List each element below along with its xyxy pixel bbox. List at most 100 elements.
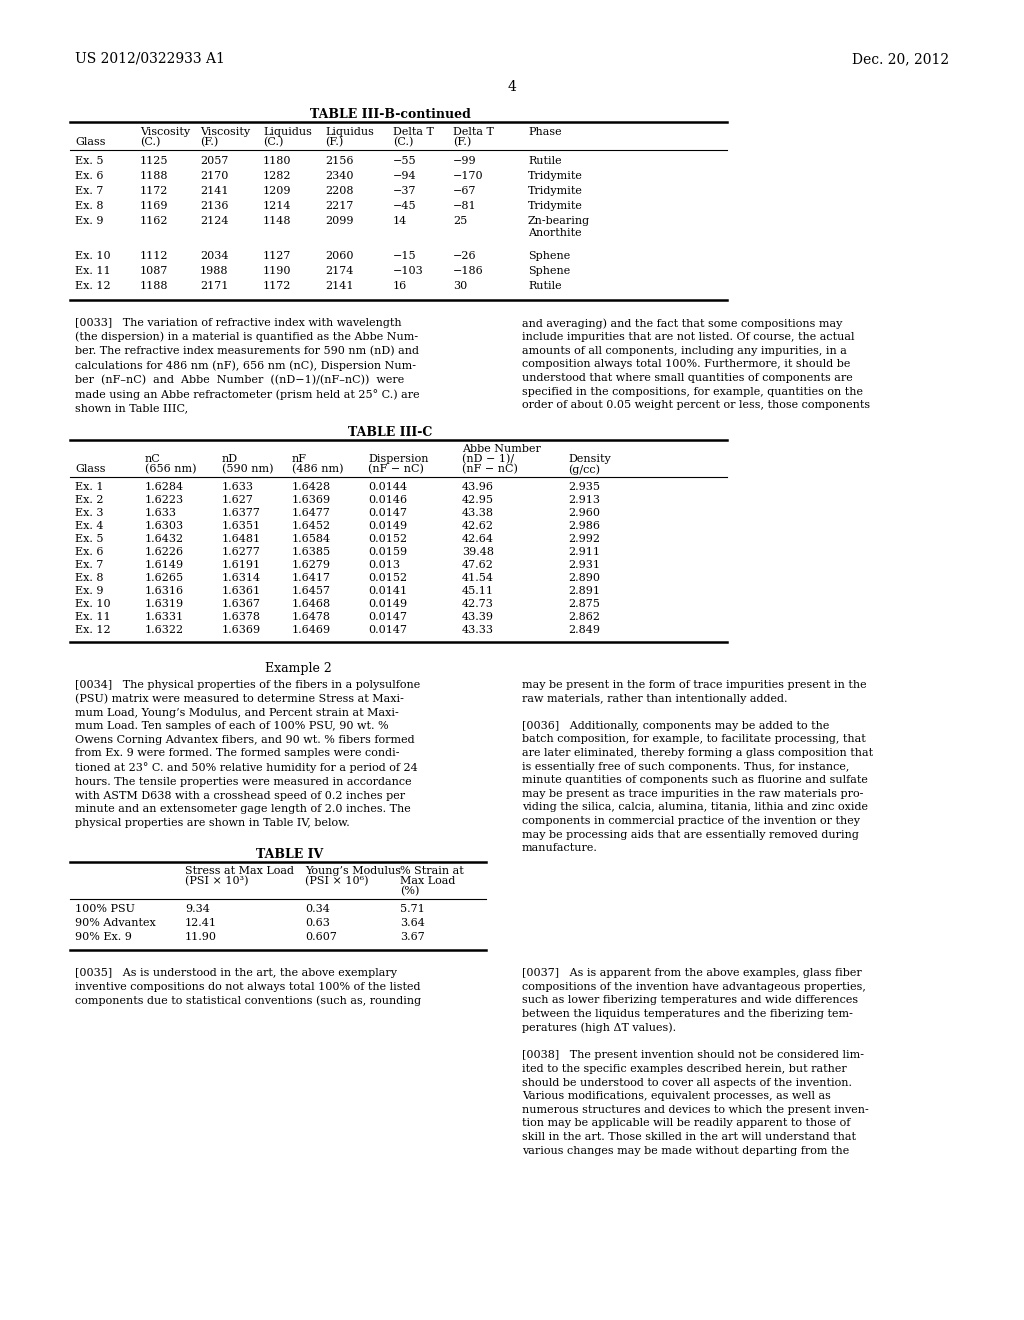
Text: 1.6284: 1.6284 [145,482,184,492]
Text: nD: nD [222,454,239,465]
Text: Rutile: Rutile [528,156,561,166]
Text: 1.6277: 1.6277 [222,546,261,557]
Text: (nF − nC): (nF − nC) [462,465,518,474]
Text: 2208: 2208 [325,186,353,195]
Text: Zn-bearing: Zn-bearing [528,216,590,226]
Text: Ex. 7: Ex. 7 [75,560,103,570]
Text: (nF − nC): (nF − nC) [368,465,424,474]
Text: Ex. 10: Ex. 10 [75,599,111,609]
Text: 47.62: 47.62 [462,560,494,570]
Text: and averaging) and the fact that some compositions may
include impurities that a: and averaging) and the fact that some co… [522,318,870,411]
Text: US 2012/0322933 A1: US 2012/0322933 A1 [75,51,225,66]
Text: Density: Density [568,454,610,465]
Text: nC: nC [145,454,161,465]
Text: 1.6351: 1.6351 [222,521,261,531]
Text: Max Load: Max Load [400,876,456,886]
Text: 42.62: 42.62 [462,521,494,531]
Text: 43.96: 43.96 [462,482,494,492]
Text: Example 2: Example 2 [264,663,332,675]
Text: 1.6378: 1.6378 [222,612,261,622]
Text: 1.6279: 1.6279 [292,560,331,570]
Text: 0.013: 0.013 [368,560,400,570]
Text: 1.6191: 1.6191 [222,560,261,570]
Text: Liquidus: Liquidus [325,127,374,137]
Text: 1172: 1172 [140,186,168,195]
Text: 41.54: 41.54 [462,573,494,583]
Text: Delta T: Delta T [453,127,494,137]
Text: Ex. 5: Ex. 5 [75,535,103,544]
Text: (C.): (C.) [393,137,414,148]
Text: 1.6481: 1.6481 [222,535,261,544]
Text: 2.931: 2.931 [568,560,600,570]
Text: 1.6478: 1.6478 [292,612,331,622]
Text: Sphene: Sphene [528,267,570,276]
Text: 2.986: 2.986 [568,521,600,531]
Text: Viscosity: Viscosity [140,127,190,137]
Text: Dispersion: Dispersion [368,454,428,465]
Text: (PSI × 10⁶): (PSI × 10⁶) [305,876,369,886]
Text: 2060: 2060 [325,251,353,261]
Text: 1.633: 1.633 [145,508,177,517]
Text: Glass: Glass [75,137,105,147]
Text: 3.64: 3.64 [400,917,425,928]
Text: [0035]   As is understood in the art, the above exemplary
inventive compositions: [0035] As is understood in the art, the … [75,968,421,1006]
Text: 0.0147: 0.0147 [368,612,407,622]
Text: Ex. 11: Ex. 11 [75,612,111,622]
Text: Tridymite: Tridymite [528,186,583,195]
Text: 1.6331: 1.6331 [145,612,184,622]
Text: Ex. 2: Ex. 2 [75,495,103,506]
Text: −15: −15 [393,251,417,261]
Text: −170: −170 [453,172,483,181]
Text: 2141: 2141 [325,281,353,290]
Text: 43.38: 43.38 [462,508,494,517]
Text: 2.913: 2.913 [568,495,600,506]
Text: 1.6149: 1.6149 [145,560,184,570]
Text: −55: −55 [393,156,417,166]
Text: 4: 4 [508,81,516,94]
Text: 2.911: 2.911 [568,546,600,557]
Text: 45.11: 45.11 [462,586,494,597]
Text: 1087: 1087 [140,267,168,276]
Text: 0.63: 0.63 [305,917,330,928]
Text: Ex. 6: Ex. 6 [75,546,103,557]
Text: 1.6369: 1.6369 [222,624,261,635]
Text: [0034]   The physical properties of the fibers in a polysulfone
(PSU) matrix wer: [0034] The physical properties of the fi… [75,680,420,828]
Text: (nD − 1)/: (nD − 1)/ [462,454,514,465]
Text: 2057: 2057 [200,156,228,166]
Text: 1.6469: 1.6469 [292,624,331,635]
Text: −67: −67 [453,186,476,195]
Text: 1190: 1190 [263,267,292,276]
Text: 0.0152: 0.0152 [368,573,408,583]
Text: 2.862: 2.862 [568,612,600,622]
Text: (C.): (C.) [140,137,161,148]
Text: 1.6226: 1.6226 [145,546,184,557]
Text: TABLE III-C: TABLE III-C [348,426,432,440]
Text: Glass: Glass [75,465,105,474]
Text: (C.): (C.) [263,137,284,148]
Text: 1.6428: 1.6428 [292,482,331,492]
Text: 1209: 1209 [263,186,292,195]
Text: 2.992: 2.992 [568,535,600,544]
Text: 2136: 2136 [200,201,228,211]
Text: Young’s Modulus: Young’s Modulus [305,866,401,876]
Text: Sphene: Sphene [528,251,570,261]
Text: 1.6303: 1.6303 [145,521,184,531]
Text: 3.67: 3.67 [400,932,425,942]
Text: 1188: 1188 [140,281,169,290]
Text: Ex. 10: Ex. 10 [75,251,111,261]
Text: 0.0147: 0.0147 [368,508,407,517]
Text: 0.0144: 0.0144 [368,482,408,492]
Text: 0.0149: 0.0149 [368,521,408,531]
Text: 1214: 1214 [263,201,292,211]
Text: Ex. 4: Ex. 4 [75,521,103,531]
Text: 0.34: 0.34 [305,904,330,913]
Text: 2174: 2174 [325,267,353,276]
Text: 90% Advantex: 90% Advantex [75,917,156,928]
Text: Dec. 20, 2012: Dec. 20, 2012 [852,51,949,66]
Text: Abbe Number: Abbe Number [462,444,541,454]
Text: TABLE IV: TABLE IV [256,847,324,861]
Text: Anorthite: Anorthite [528,228,582,238]
Text: (486 nm): (486 nm) [292,465,343,474]
Text: 1.6316: 1.6316 [145,586,184,597]
Text: 1.6377: 1.6377 [222,508,261,517]
